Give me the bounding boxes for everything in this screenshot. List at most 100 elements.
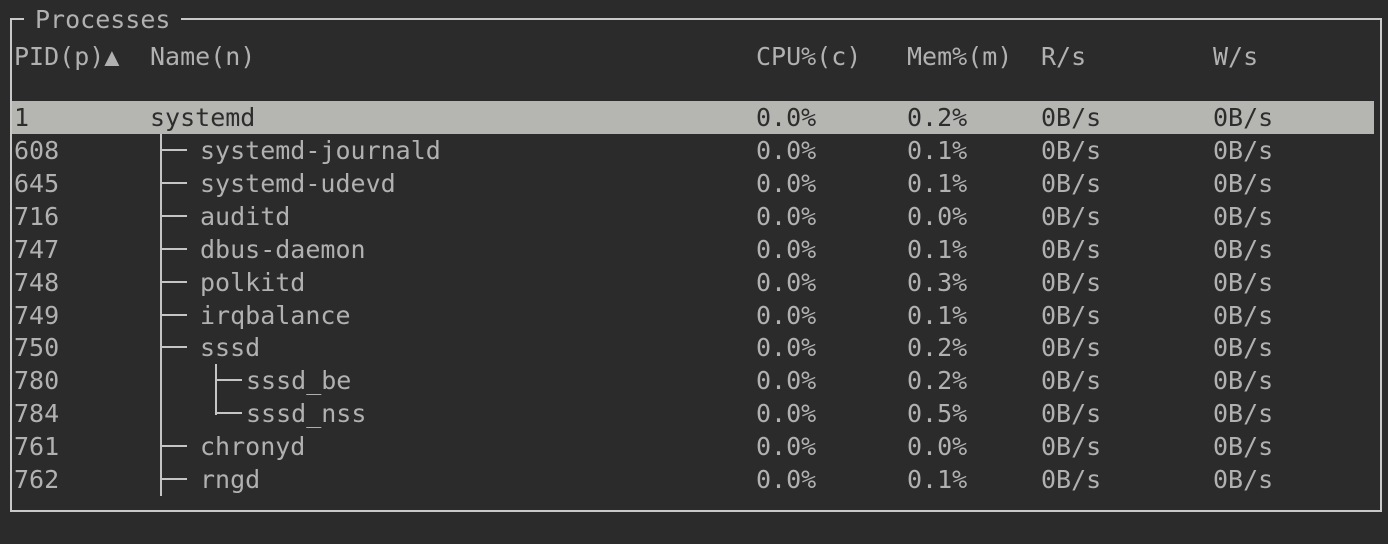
mem-cell: 0.1% — [907, 300, 968, 330]
tree-branch-icon — [215, 412, 242, 415]
cpu-cell: 0.0% — [756, 267, 817, 297]
cpu-cell: 0.0% — [756, 366, 817, 396]
write-rate-cell: 0B/s — [1213, 465, 1274, 495]
read-rate-cell: 0B/s — [1041, 465, 1102, 495]
tree-branch-icon — [160, 445, 187, 448]
process-row[interactable]: 750 sssd 0.0% 0.2% 0B/s 0B/s — [12, 331, 1374, 364]
mem-cell: 0.0% — [907, 201, 968, 231]
write-rate-cell: 0B/s — [1213, 135, 1274, 165]
read-rate-cell: 0B/s — [1041, 366, 1102, 396]
write-rate-cell: 0B/s — [1213, 366, 1274, 396]
pid-cell: 716 — [14, 201, 60, 231]
name-cell: sssd — [200, 333, 261, 363]
read-rate-cell: 0B/s — [1041, 201, 1102, 231]
name-cell: systemd-journald — [200, 135, 441, 165]
mem-cell: 0.1% — [907, 168, 968, 198]
column-header-read-rate[interactable]: R/s — [1041, 42, 1087, 71]
pid-cell: 762 — [14, 465, 60, 495]
cpu-cell: 0.0% — [756, 465, 817, 495]
process-row[interactable]: 716 auditd 0.0% 0.0% 0B/s 0B/s — [12, 200, 1374, 233]
tree-trunk-line — [215, 364, 217, 415]
write-rate-cell: 0B/s — [1213, 300, 1274, 330]
cpu-cell: 0.0% — [756, 201, 817, 231]
cpu-cell: 0.0% — [756, 135, 817, 165]
process-row[interactable]: 645 systemd-udevd 0.0% 0.1% 0B/s 0B/s — [12, 167, 1374, 200]
read-rate-cell: 0B/s — [1041, 267, 1102, 297]
process-row[interactable]: 747 dbus-daemon 0.0% 0.1% 0B/s 0B/s — [12, 233, 1374, 266]
column-header-pid-label: PID(p) — [14, 42, 105, 71]
mem-cell: 0.2% — [907, 366, 968, 396]
name-cell: auditd — [200, 201, 291, 231]
mem-cell: 0.1% — [907, 465, 968, 495]
process-table: 1 systemd 0.0% 0.2% 0B/s 0B/s 608 systemd-journ… — [12, 0, 1374, 544]
write-rate-cell: 0B/s — [1213, 168, 1274, 198]
pid-cell: 761 — [14, 432, 60, 462]
column-header-write-rate[interactable]: W/s — [1213, 42, 1259, 71]
read-rate-cell: 0B/s — [1041, 333, 1102, 363]
read-rate-cell: 0B/s — [1041, 168, 1102, 198]
pid-cell: 780 — [14, 366, 60, 396]
process-row[interactable]: 761 chronyd 0.0% 0.0% 0B/s 0B/s — [12, 430, 1374, 463]
pid-cell: 608 — [14, 135, 60, 165]
mem-cell: 0.0% — [907, 432, 968, 462]
tree-branch-icon — [160, 313, 187, 316]
process-row[interactable]: 1 systemd 0.0% 0.2% 0B/s 0B/s — [12, 101, 1374, 134]
name-cell: polkitd — [200, 267, 306, 297]
tree-branch-icon — [160, 181, 187, 184]
tree-branch-icon — [215, 379, 242, 382]
tree-branch-icon — [160, 478, 187, 481]
name-cell: systemd — [150, 103, 256, 132]
cpu-cell: 0.0% — [756, 399, 817, 429]
mem-cell: 0.1% — [907, 234, 968, 264]
process-row[interactable]: 780 sssd_be 0.0% 0.2% 0B/s 0B/s — [12, 364, 1374, 397]
name-cell: rngd — [200, 465, 261, 495]
process-row[interactable]: 748 polkitd 0.0% 0.3% 0B/s 0B/s — [12, 266, 1374, 299]
cpu-cell: 0.0% — [756, 300, 817, 330]
pid-cell: 749 — [14, 300, 60, 330]
read-rate-cell: 0B/s — [1041, 103, 1102, 132]
process-row[interactable]: 608 systemd-journald 0.0% 0.1% 0B/s 0B/s — [12, 134, 1374, 167]
read-rate-cell: 0B/s — [1041, 399, 1102, 429]
read-rate-cell: 0B/s — [1041, 135, 1102, 165]
tree-branch-icon — [160, 346, 187, 349]
name-cell: irqbalance — [200, 300, 351, 330]
cpu-cell: 0.0% — [756, 168, 817, 198]
column-header-name[interactable]: Name(n) — [150, 42, 256, 71]
tree-trunk-line — [160, 133, 162, 497]
write-rate-cell: 0B/s — [1213, 333, 1274, 363]
cpu-cell: 0.0% — [756, 234, 817, 264]
processes-panel — [10, 18, 1382, 512]
process-row[interactable]: 762 rngd 0.0% 0.1% 0B/s 0B/s — [12, 463, 1374, 496]
write-rate-cell: 0B/s — [1213, 399, 1274, 429]
write-rate-cell: 0B/s — [1213, 201, 1274, 231]
name-cell: chronyd — [200, 432, 306, 462]
pid-cell: 748 — [14, 267, 60, 297]
name-cell: dbus-daemon — [200, 234, 366, 264]
cpu-cell: 0.0% — [756, 103, 817, 132]
column-header-pid[interactable]: PID(p)▲ — [14, 40, 119, 73]
write-rate-cell: 0B/s — [1213, 267, 1274, 297]
pid-cell: 747 — [14, 234, 60, 264]
read-rate-cell: 0B/s — [1041, 432, 1102, 462]
sort-ascending-icon: ▲ — [104, 42, 120, 71]
cpu-cell: 0.0% — [756, 432, 817, 462]
name-cell: sssd_be — [246, 366, 352, 396]
process-row[interactable]: 784 sssd_nss 0.0% 0.5% 0B/s 0B/s — [12, 397, 1374, 430]
pid-cell: 750 — [14, 333, 60, 363]
cpu-cell: 0.0% — [756, 333, 817, 363]
pid-cell: 784 — [14, 399, 60, 429]
tree-branch-icon — [160, 148, 187, 151]
name-cell: systemd-udevd — [200, 168, 396, 198]
panel-title: Processes — [24, 3, 182, 36]
mem-cell: 0.3% — [907, 267, 968, 297]
column-header-cpu[interactable]: CPU%(c) — [756, 42, 862, 71]
column-header-mem[interactable]: Mem%(m) — [907, 42, 1013, 71]
tree-branch-icon — [160, 214, 187, 217]
pid-cell: 645 — [14, 168, 60, 198]
read-rate-cell: 0B/s — [1041, 300, 1102, 330]
process-row[interactable]: 749 irqbalance 0.0% 0.1% 0B/s 0B/s — [12, 299, 1374, 332]
mem-cell: 0.1% — [907, 135, 968, 165]
read-rate-cell: 0B/s — [1041, 234, 1102, 264]
mem-cell: 0.2% — [907, 333, 968, 363]
